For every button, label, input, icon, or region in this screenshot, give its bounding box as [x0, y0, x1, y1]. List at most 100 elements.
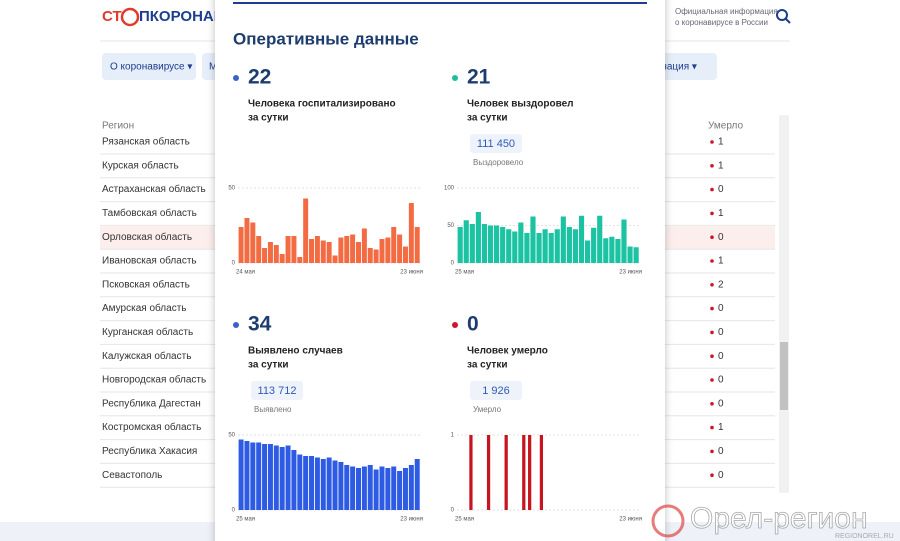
bar — [542, 229, 548, 263]
column-header: Регион — [102, 121, 134, 132]
death-dot — [710, 164, 714, 168]
y-tick-label: 0 — [451, 508, 455, 514]
value-dot — [233, 322, 239, 328]
y-tick-label: 50 — [228, 433, 235, 439]
card-label: за сутки — [248, 360, 288, 371]
card-value: 0 — [467, 313, 479, 336]
scrollbar[interactable] — [779, 115, 789, 493]
bar — [309, 456, 315, 510]
region-name: Костромская область — [102, 421, 201, 433]
bar — [385, 468, 391, 510]
logo-right[interactable]: ПКОРОНАВИ — [139, 8, 235, 25]
death-dot — [710, 306, 714, 311]
y-tick-label: 0 — [232, 261, 236, 267]
search-icon[interactable] — [785, 18, 791, 24]
bar — [273, 445, 279, 510]
bar — [402, 468, 408, 510]
bar — [373, 469, 379, 510]
death-count: 0 — [718, 470, 724, 481]
region-name: Севастополь — [102, 470, 162, 481]
logo-left: СТ — [102, 8, 122, 25]
bar — [291, 450, 297, 510]
card-label: Человека госпитализировано — [248, 99, 396, 110]
bar — [500, 227, 506, 263]
y-tick-label: 100 — [444, 186, 455, 192]
bar — [554, 229, 560, 263]
region-name: Новгородская область — [102, 374, 206, 386]
death-dot — [710, 235, 714, 239]
total-pill — [470, 134, 522, 153]
bar — [603, 238, 609, 263]
bar — [356, 242, 361, 263]
death-count: 0 — [718, 232, 724, 243]
bar — [379, 466, 385, 510]
bar — [402, 246, 408, 263]
death-count: 0 — [718, 446, 724, 457]
region-name: Республика Хакасия — [102, 445, 197, 457]
total-pill — [470, 381, 522, 400]
bar — [536, 233, 542, 263]
bar — [244, 218, 250, 263]
death-count: 1 — [718, 208, 724, 219]
search-icon[interactable] — [776, 9, 788, 21]
bar — [391, 466, 397, 510]
bar — [256, 442, 262, 510]
bar — [326, 457, 332, 510]
death-count: 1 — [718, 137, 724, 148]
bar — [350, 234, 356, 263]
card-label: за сутки — [467, 360, 507, 371]
nav-label[interactable]: О коронавирусе ▾ — [110, 62, 192, 73]
bar — [338, 462, 344, 510]
death-dot — [710, 283, 714, 287]
total-label: Выздоровело — [473, 158, 524, 167]
nav-label[interactable]: М — [209, 62, 217, 73]
bar — [379, 239, 385, 263]
nav-label[interactable]: цинация ▾ — [650, 62, 697, 73]
x-start-label: 25 мая — [455, 517, 474, 523]
bar — [332, 460, 338, 510]
column-header: Умерло — [708, 121, 744, 132]
death-dot — [710, 473, 714, 478]
death-count: 1 — [718, 422, 724, 433]
bar — [326, 242, 332, 263]
bar — [256, 236, 262, 263]
bar — [338, 237, 344, 263]
x-end-label: 23 июня — [400, 270, 423, 276]
watermark-sub: REGIONOREL.RU — [835, 533, 894, 540]
bar — [267, 242, 273, 263]
card-label: Человек выздоровел — [467, 99, 574, 110]
card-total: 1 926 — [482, 385, 510, 397]
region-name: Ивановская область — [102, 255, 197, 267]
bar — [314, 457, 320, 510]
x-start-label: 25 мая — [236, 517, 255, 523]
total-label: Умерло — [473, 405, 502, 414]
panel-line — [233, 2, 647, 4]
death-dot — [710, 354, 714, 359]
y-tick-label: 0 — [232, 508, 236, 514]
bar — [314, 236, 320, 263]
bar — [250, 442, 256, 510]
nav-button[interactable] — [102, 53, 196, 80]
logo-icon — [120, 7, 140, 27]
scroll-thumb[interactable] — [780, 342, 788, 410]
death-count: 0 — [718, 375, 724, 386]
death-count: 0 — [718, 398, 724, 409]
bar — [279, 254, 285, 263]
bar — [361, 466, 367, 510]
region-name: Амурская область — [102, 302, 186, 314]
bar — [481, 224, 488, 263]
x-start-label: 25 мая — [455, 270, 474, 276]
bar — [414, 227, 420, 263]
death-dot — [710, 402, 714, 406]
death-dot — [710, 425, 714, 430]
bar — [320, 240, 326, 263]
death-dot — [710, 330, 714, 335]
bar — [238, 227, 244, 263]
bar — [475, 212, 481, 263]
death-count: 0 — [718, 184, 724, 195]
death-dot — [710, 259, 714, 263]
bar — [585, 240, 591, 263]
bar — [578, 215, 585, 263]
card-label: Выявлено случаев — [248, 346, 343, 357]
